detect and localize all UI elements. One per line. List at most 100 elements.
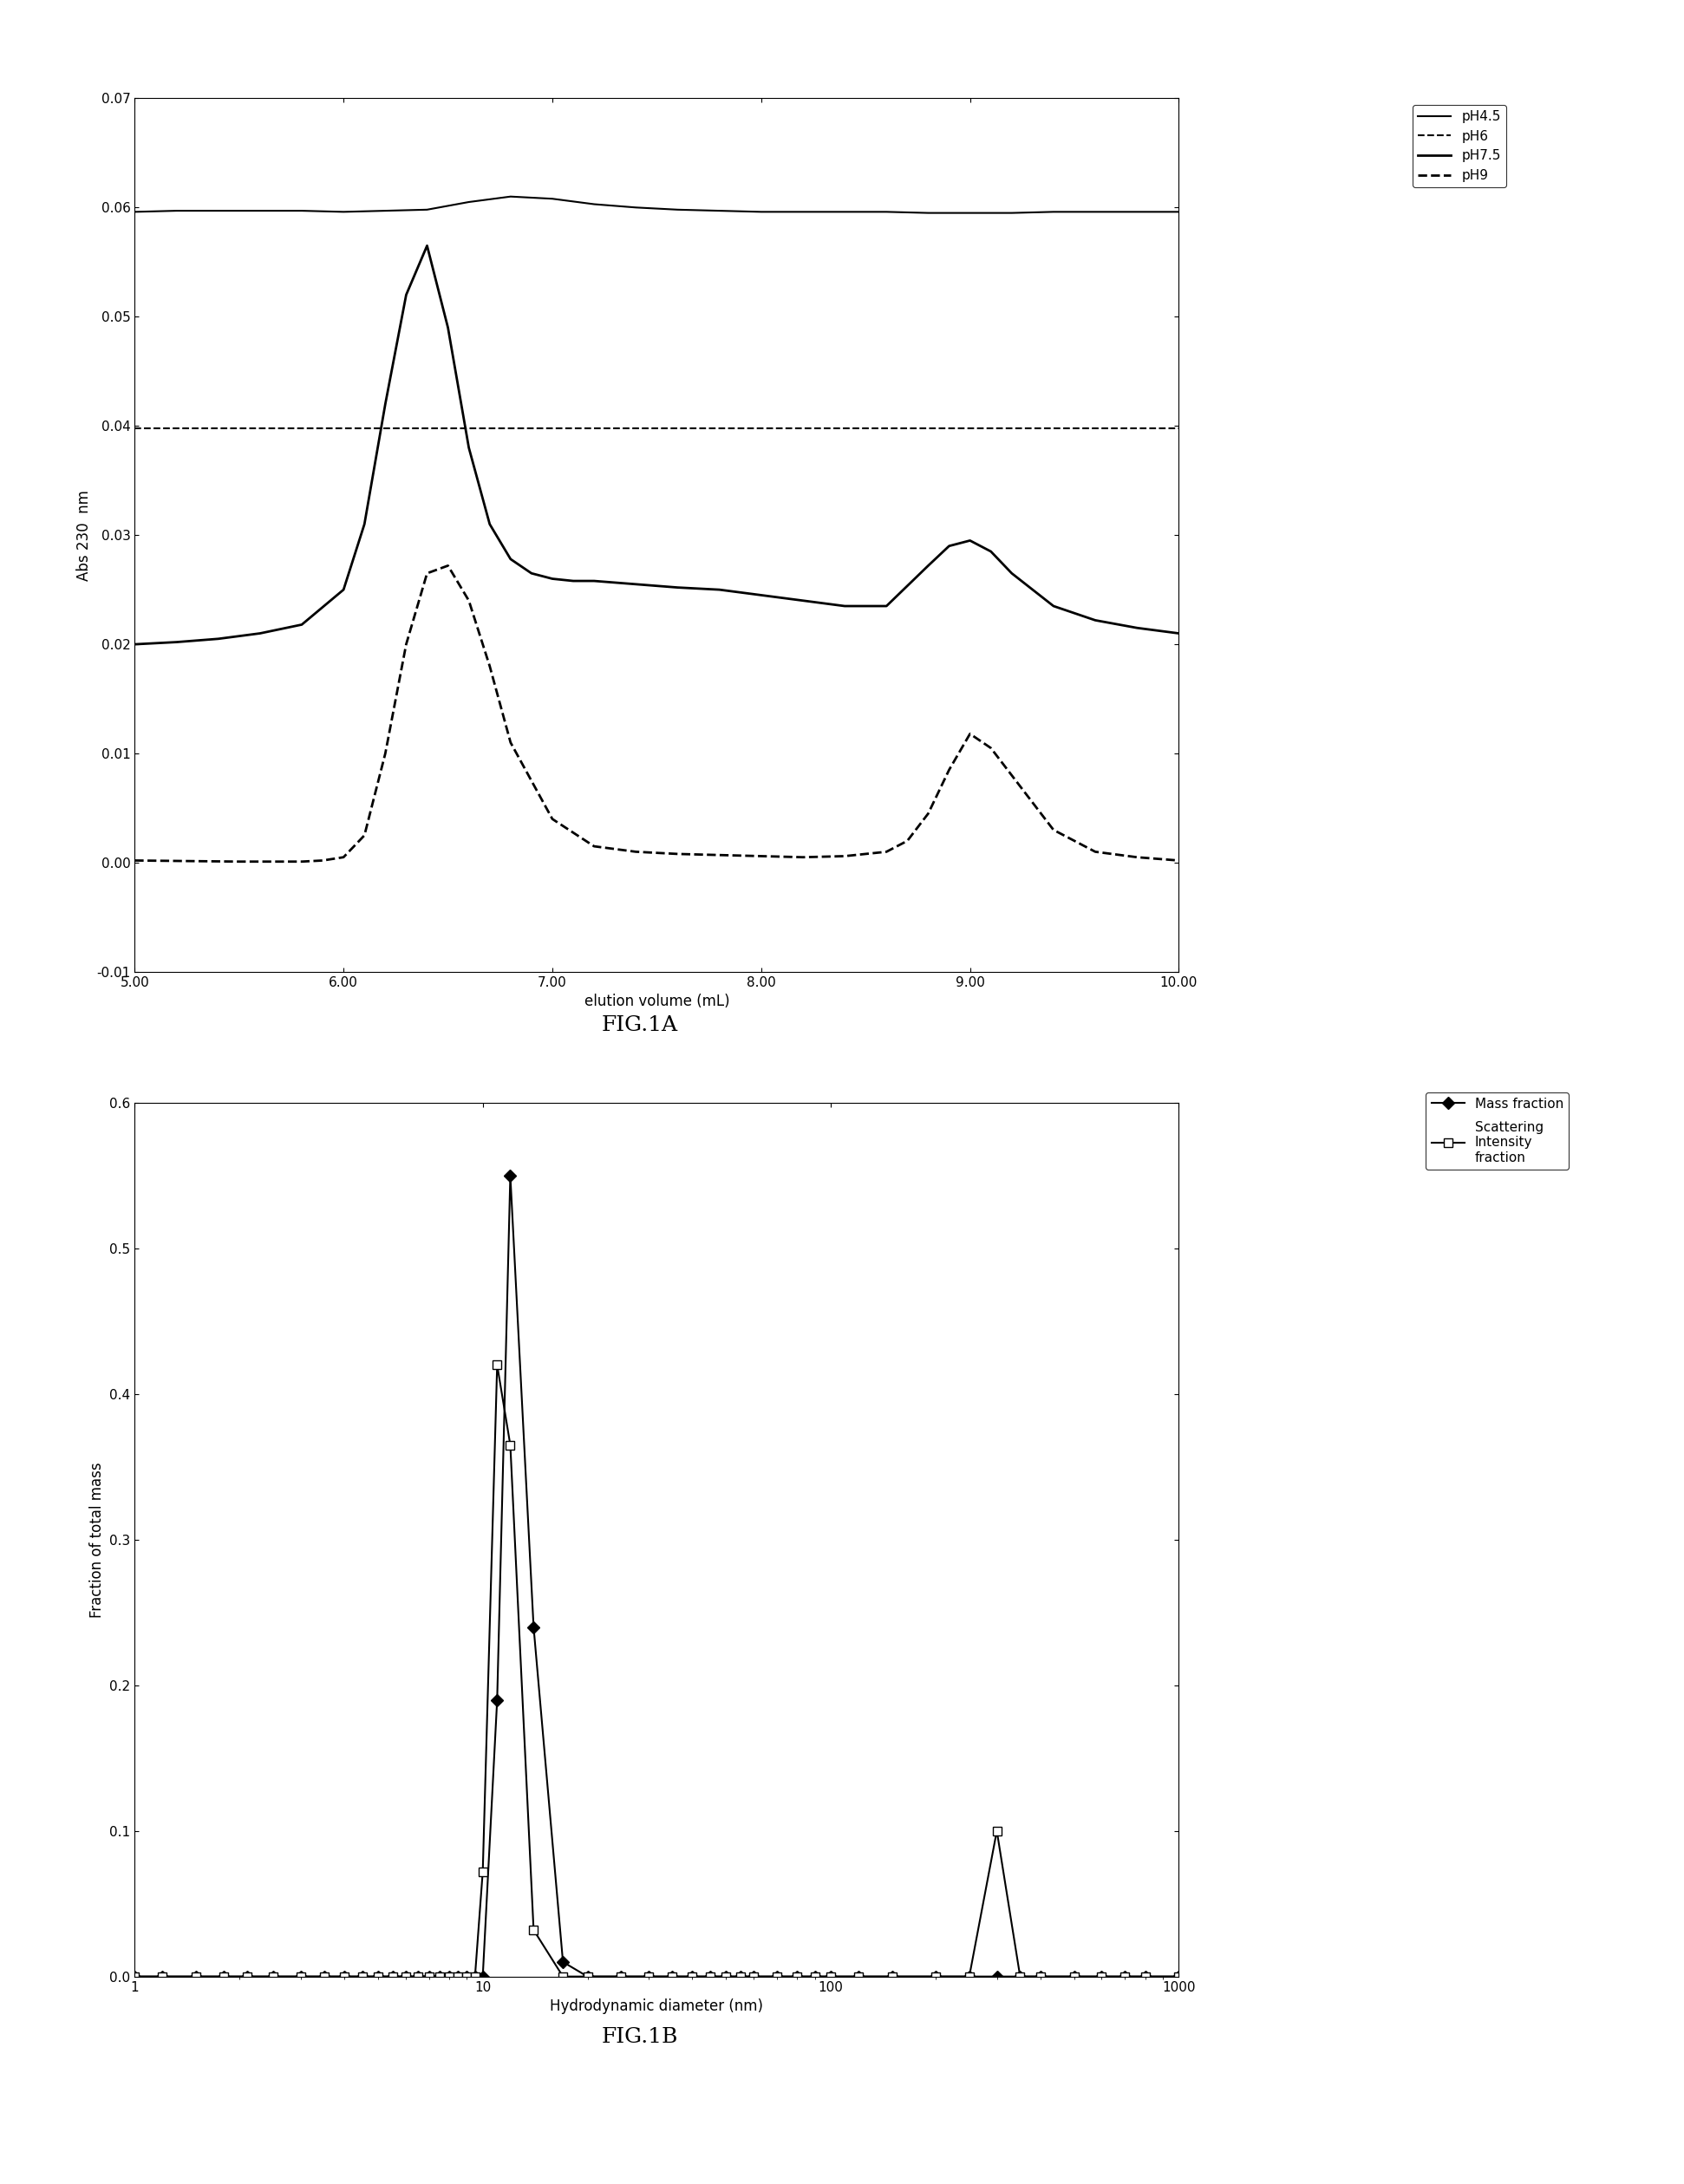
Mass fraction [429, 1963, 450, 1990]
pH7.5 [876, 594, 896, 620]
pH4.5 [1084, 199, 1105, 225]
pH6 [1127, 415, 1147, 441]
Scattering
Intensity
fraction [786, 1963, 807, 1990]
pH6 [1084, 415, 1105, 441]
pH9 [125, 847, 145, 874]
Mass fraction [1010, 1963, 1031, 1990]
Legend: Mass fraction, Scattering
Intensity
fraction: Mass fraction, Scattering Intensity frac… [1426, 1092, 1569, 1168]
Scattering
Intensity
fraction [578, 1963, 598, 1990]
pH6 [1002, 415, 1022, 441]
pH4.5 [500, 183, 520, 210]
pH7.5 [626, 572, 647, 598]
Y-axis label: Fraction of total mass: Fraction of total mass [89, 1461, 104, 1618]
Mass fraction [766, 1963, 786, 1990]
Scattering
Intensity
fraction [125, 1963, 145, 1990]
pH7.5 [709, 577, 729, 603]
Scattering
Intensity
fraction [1115, 1963, 1135, 1990]
pH6 [876, 415, 896, 441]
Mass fraction [456, 1963, 477, 1990]
Mass fraction [960, 1963, 980, 1990]
Scattering
Intensity
fraction [313, 1963, 333, 1990]
Mass fraction [1169, 1963, 1189, 1990]
pH7.5 [918, 553, 938, 579]
Mass fraction [367, 1963, 387, 1990]
pH9 [376, 740, 396, 767]
Scattering
Intensity
fraction [524, 1918, 544, 1944]
pH6 [918, 415, 938, 441]
pH7.5 [1127, 616, 1147, 642]
Mass fraction [152, 1963, 172, 1990]
Scattering
Intensity
fraction [237, 1963, 258, 1990]
pH9 [480, 653, 500, 679]
pH6 [1169, 415, 1189, 441]
pH7.5 [542, 566, 562, 592]
Scattering
Intensity
fraction [1064, 1963, 1084, 1990]
pH9 [940, 758, 960, 784]
pH7.5 [1002, 561, 1022, 587]
pH4.5 [333, 199, 354, 225]
pH6 [793, 415, 813, 441]
pH7.5 [125, 631, 145, 657]
Mass fraction [125, 1963, 145, 1990]
pH4.5 [1002, 201, 1022, 227]
Scattering
Intensity
fraction [882, 1963, 903, 1990]
pH9 [876, 839, 896, 865]
Mass fraction [638, 1963, 658, 1990]
Scattering
Intensity
fraction [465, 1963, 485, 1990]
pH6 [626, 415, 647, 441]
pH4.5 [960, 201, 980, 227]
pH7.5 [940, 533, 960, 559]
Mass fraction [662, 1963, 682, 1990]
pH6 [333, 415, 354, 441]
pH4.5 [209, 197, 229, 223]
Line: pH4.5: pH4.5 [135, 197, 1179, 214]
pH4.5 [626, 194, 647, 221]
pH6 [125, 415, 145, 441]
pH4.5 [249, 197, 269, 223]
Scattering
Intensity
fraction [960, 1963, 980, 1990]
pH6 [291, 415, 312, 441]
pH6 [167, 415, 187, 441]
Mass fraction [396, 1963, 416, 1990]
pH7.5 [167, 629, 187, 655]
Mass fraction [440, 1963, 460, 1990]
Mass fraction [743, 1963, 763, 1990]
pH7.5 [209, 625, 229, 651]
pH9 [584, 832, 605, 858]
Mass fraction [552, 1948, 573, 1974]
pH6 [1044, 415, 1064, 441]
Mass fraction [849, 1963, 869, 1990]
pH9 [626, 839, 647, 865]
pH6 [542, 415, 562, 441]
Mass fraction [465, 1963, 485, 1990]
Scattering
Intensity
fraction [456, 1963, 477, 1990]
Scattering
Intensity
fraction [185, 1963, 205, 1990]
pH7.5 [562, 568, 583, 594]
Mass fraction [237, 1963, 258, 1990]
pH7.5 [354, 511, 374, 537]
Scattering
Intensity
fraction [743, 1963, 763, 1990]
Mass fraction [419, 1963, 440, 1990]
Mass fraction [1135, 1963, 1155, 1990]
pH4.5 [542, 186, 562, 212]
pH9 [751, 843, 771, 869]
pH4.5 [793, 199, 813, 225]
pH4.5 [418, 197, 438, 223]
pH4.5 [751, 199, 771, 225]
Mass fraction [291, 1963, 312, 1990]
Mass fraction [473, 1963, 493, 1990]
Mass fraction [882, 1963, 903, 1990]
Scattering
Intensity
fraction [367, 1963, 387, 1990]
pH9 [458, 587, 478, 614]
Mass fraction [214, 1963, 234, 1990]
Scattering
Intensity
fraction [682, 1963, 702, 1990]
Scattering
Intensity
fraction [214, 1963, 234, 1990]
pH7.5 [793, 587, 813, 614]
pH7.5 [980, 537, 1000, 563]
pH7.5 [396, 282, 416, 308]
pH9 [835, 843, 855, 869]
Scattering
Intensity
fraction [500, 1433, 520, 1459]
Scattering
Intensity
fraction [1091, 1963, 1111, 1990]
pH9 [438, 553, 458, 579]
pH7.5 [1084, 607, 1105, 633]
